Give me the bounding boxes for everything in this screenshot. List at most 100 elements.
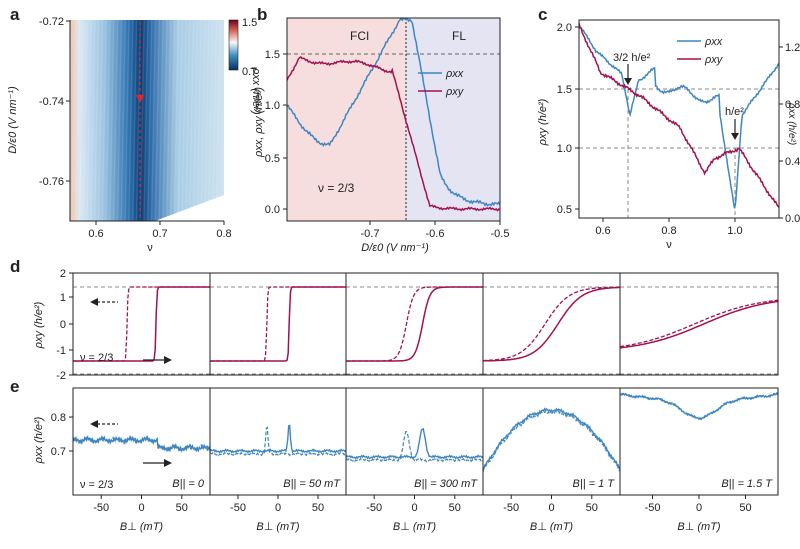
e-xtick: 0	[411, 502, 417, 514]
a-xtick-0: 0.6	[88, 228, 103, 240]
colorbar-tick-high: 1.5	[242, 17, 257, 29]
b-ytick-1: 1.0	[265, 100, 280, 112]
e-x-label: B⊥ (mT)	[256, 521, 300, 533]
b-x-label: D/ε0 (V nm⁻¹)	[361, 242, 429, 254]
d-annotation: ν = 2/3	[80, 352, 113, 364]
c-xtick-0: 0.6	[595, 225, 610, 237]
heatmap	[70, 20, 224, 221]
e-y-label: ρxx (h/e²)	[33, 416, 45, 464]
c-xtick-1: 0.8	[661, 225, 676, 237]
d-ytick-2: 0	[60, 319, 66, 331]
axes-frame-b	[286, 17, 501, 222]
texture-line	[192, 19, 199, 222]
texture-line	[173, 19, 180, 222]
a-ytick-0: -0.72	[39, 16, 64, 28]
c-rxx-curve	[579, 25, 779, 209]
heatmap-texture	[67, 19, 221, 222]
b-xtick-1: -0.6	[426, 228, 445, 240]
e-annotation: ν = 2/3	[80, 479, 113, 491]
c-ltick-1: 1.5	[557, 84, 572, 96]
colorbar-label: ρxx (h/e²)	[250, 67, 262, 115]
e-field-label: B|| = 0	[172, 478, 205, 490]
texture-line	[131, 19, 138, 222]
c-rtick-1: 0.8	[785, 99, 800, 111]
texture-line	[196, 19, 202, 222]
d-arrow-left-head	[90, 298, 98, 306]
e-arrow-left-head	[90, 420, 98, 428]
texture-line	[124, 19, 130, 222]
d-ytick-3: -1	[56, 345, 66, 357]
e-curve-sweep-up	[482, 407, 621, 470]
e-xtick: -50	[366, 502, 382, 514]
b-ytick-2: 0.5	[265, 153, 280, 165]
b-ytick-3: 0.0	[265, 204, 280, 216]
texture-line	[97, 19, 104, 222]
e-ytick-1: 0.7	[51, 446, 66, 458]
e-subpanel-1: B|| = 50 mT -50 0 50 B⊥ (mT)	[209, 387, 347, 533]
b-legend-rxy: ρxy	[445, 86, 465, 98]
a-y-label: D/ε0 (V nm⁻¹)	[7, 86, 19, 154]
texture-line	[71, 19, 77, 222]
c-arrow-1-head	[624, 78, 632, 85]
a-ytick-1: -0.74	[39, 96, 64, 108]
e-ytick-0: 0.8	[51, 412, 66, 424]
axes-frame-a	[69, 20, 224, 222]
texture-line	[90, 19, 96, 222]
texture-line	[112, 19, 119, 222]
texture-line	[211, 19, 218, 222]
a-ytick-2: -0.76	[39, 176, 64, 188]
texture-line	[154, 19, 161, 222]
texture-line	[204, 19, 210, 222]
c-ltick-2: 1.0	[557, 143, 572, 155]
d-frame	[209, 272, 347, 376]
texture-line	[177, 19, 183, 222]
texture-line	[143, 19, 149, 222]
b-region-fl: FL	[452, 29, 466, 43]
b-xtick-0: -0.7	[361, 228, 380, 240]
texture-line	[109, 19, 115, 222]
e-field-label: B|| = 1.5 T	[721, 478, 773, 490]
e-curve-sweep-down	[482, 409, 621, 473]
b-legend-rxx: ρxx	[445, 68, 464, 80]
a-xtick-1: 0.7	[152, 228, 167, 240]
e-xtick: 0	[138, 502, 144, 514]
e-curve-sweep-down	[346, 431, 484, 463]
texture-line	[93, 19, 100, 222]
e-sweep-arrows: ν = 2/3	[80, 420, 172, 491]
b-rxx-curve	[287, 18, 500, 207]
texture-line	[200, 19, 206, 222]
e-x-label: B⊥ (mT)	[393, 521, 437, 533]
e-xtick: 0	[696, 502, 702, 514]
axes-frame-c	[578, 19, 780, 219]
e-x-label: B⊥ (mT)	[530, 521, 574, 533]
texture-line	[105, 19, 111, 222]
texture-line	[86, 19, 92, 222]
d-sweep-arrows: ν = 2/3	[80, 298, 172, 364]
d-ytick-4: -2	[56, 370, 66, 382]
e-xtick: 0	[275, 502, 281, 514]
e-curve-sweep-down	[72, 435, 211, 453]
e-xtick: -50	[230, 502, 246, 514]
d-curve-sweep-down	[482, 286, 621, 362]
texture-line	[128, 19, 134, 222]
d-ytick-1: 1	[60, 292, 66, 304]
d-frame	[619, 272, 779, 376]
panel-label-c: c	[538, 5, 547, 24]
d-curve-sweep-down	[73, 286, 210, 362]
texture-line	[82, 19, 88, 222]
panel-a: -0.72 -0.74 -0.76 D/ε0 (V nm⁻¹) 0.6 0.7 …	[7, 16, 262, 254]
texture-line	[188, 19, 195, 222]
texture-line	[74, 19, 81, 222]
texture-line	[181, 19, 187, 222]
c-rtick-2: 0.4	[785, 156, 800, 168]
e-curve-sweep-up	[345, 427, 484, 460]
c-legend-rxy: ρxy	[704, 54, 724, 66]
c-xtick-2: 1.0	[727, 225, 742, 237]
panel-b: FCI FL ν = 2/3 ρxx ρxy 1.5 1.0 0.5 0.0 ρ…	[253, 17, 509, 254]
d-frame	[345, 272, 484, 376]
texture-line	[162, 19, 168, 222]
texture-line	[150, 19, 157, 222]
e-curve-sweep-down	[210, 426, 347, 457]
red-arrow-head	[136, 95, 144, 103]
